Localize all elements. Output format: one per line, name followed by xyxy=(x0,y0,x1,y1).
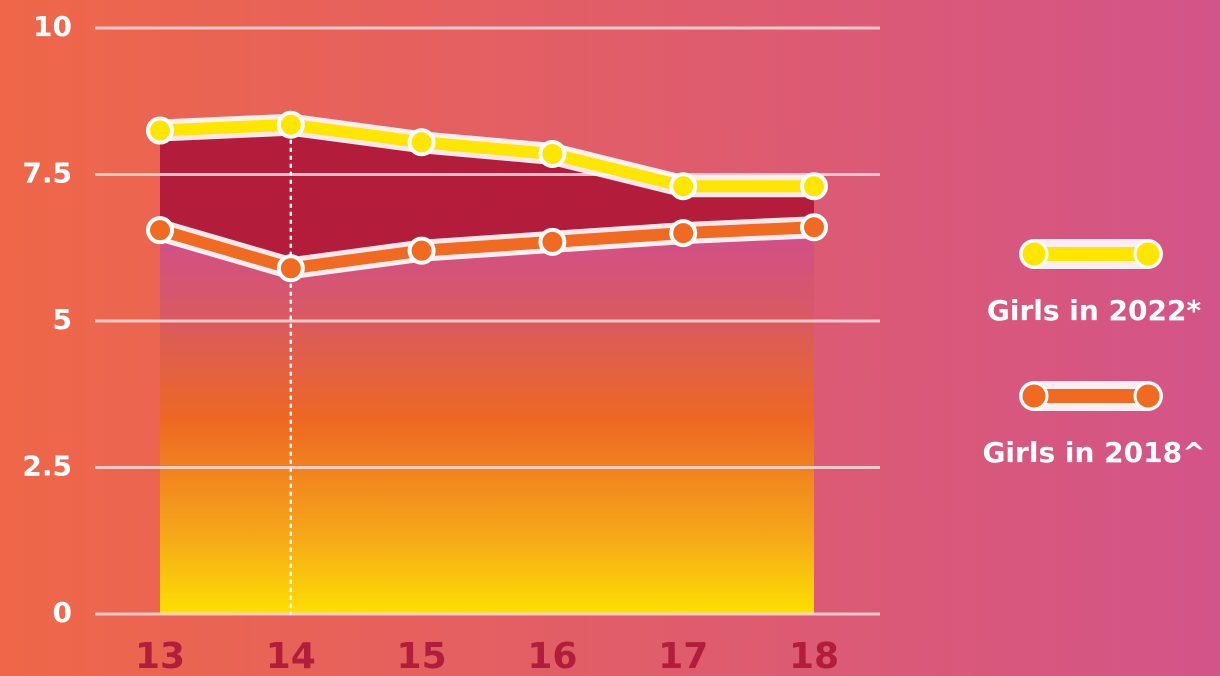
marker xyxy=(538,139,567,168)
x-tick-label: 17 xyxy=(658,636,708,676)
marker xyxy=(669,219,698,248)
marker xyxy=(669,172,698,201)
x-tick-label: 18 xyxy=(789,636,839,676)
x-tick-label: 15 xyxy=(397,636,447,676)
marker xyxy=(800,213,828,242)
line xyxy=(158,221,815,275)
legend-marker xyxy=(1019,239,1049,269)
marker xyxy=(407,128,436,157)
legend-marker xyxy=(1019,381,1049,411)
marker xyxy=(800,172,828,201)
y-tick-label: 2.5 xyxy=(22,450,72,483)
marker xyxy=(276,254,305,283)
legend-marker xyxy=(1133,239,1163,269)
y-tick-label: 0 xyxy=(53,596,72,629)
legend-label: Girls in 2022* xyxy=(987,294,1202,327)
marker xyxy=(538,227,567,256)
legend-label: Girls in 2018^ xyxy=(982,436,1205,469)
x-tick-label: 13 xyxy=(135,636,185,676)
x-tick-label: 16 xyxy=(527,636,577,676)
x-tick-label: 14 xyxy=(266,636,316,676)
line xyxy=(159,118,814,193)
y-tick-label: 10 xyxy=(33,10,72,43)
marker xyxy=(407,236,436,265)
legend-marker xyxy=(1133,381,1163,411)
marker xyxy=(146,216,174,245)
y-tick-label: 5 xyxy=(53,303,72,336)
marker xyxy=(146,116,174,145)
y-tick-label: 7.5 xyxy=(22,157,72,190)
marker xyxy=(276,110,305,139)
area xyxy=(160,227,814,615)
